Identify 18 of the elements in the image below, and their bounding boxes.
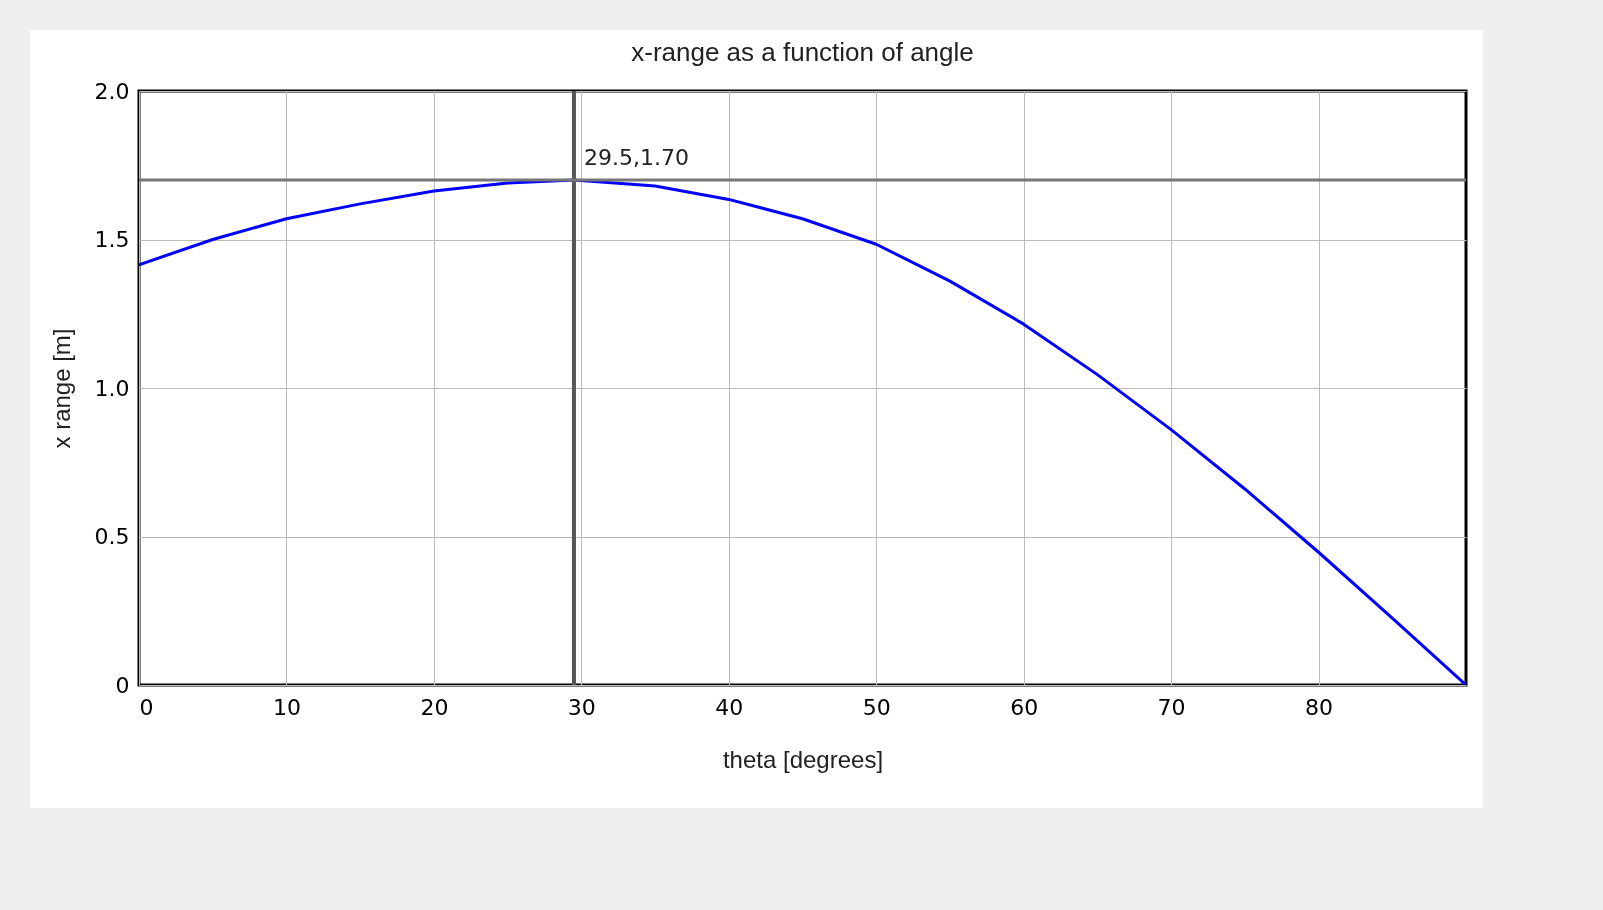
x-tick-label: 80 — [1305, 694, 1334, 720]
y-tick-label: 1.5 — [94, 227, 130, 252]
x-tick-label: 70 — [1157, 694, 1186, 720]
x-tick-label: 40 — [715, 694, 744, 720]
x-tick-label: 60 — [1010, 694, 1039, 720]
annotation: 29.5,1.70 — [583, 145, 689, 171]
y-axis-title: x range [m] — [47, 328, 75, 449]
x-tick-label: 50 — [862, 694, 891, 720]
y-tick-label: 1.0 — [94, 375, 130, 401]
y-tick-label: 0 — [115, 672, 130, 698]
x-tick-label: 30 — [567, 694, 596, 720]
x-tick-label: 20 — [420, 694, 449, 720]
x-axis-title: theta [degrees] — [722, 745, 884, 773]
y-tick-label: 2.0 — [94, 78, 130, 104]
chart-title: x-range as a function of angle — [631, 37, 974, 67]
y-tick-label: 0.5 — [94, 524, 130, 549]
x-tick-label: 0 — [139, 694, 154, 720]
x-tick-label: 10 — [272, 694, 301, 720]
